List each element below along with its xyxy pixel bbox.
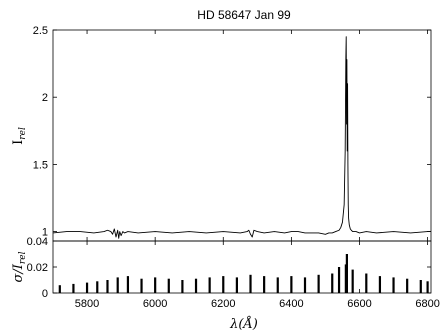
noise-y-tick-label: 0.04: [27, 236, 48, 248]
noise-y-label-subscript: rel: [18, 251, 28, 264]
noise-y-axis-label: σ/Irel: [11, 251, 28, 282]
intensity-y-ticks: 1 1.5 2 2.5: [33, 25, 431, 239]
noise-x-tick-label: 6400: [279, 298, 303, 310]
noise-panel: 0 0.02 0.04 5800 6000 6200 6400 6600 6800: [27, 236, 440, 310]
noise-y-tick-label: 0.02: [27, 262, 48, 274]
noise-panel-frame: [52, 240, 432, 294]
intensity-y-tick-label: 1.5: [33, 159, 48, 171]
intensity-y-axis-label: Irel: [11, 127, 28, 145]
noise-x-tick-label: 6200: [211, 298, 235, 310]
noise-x-tick-label: 5800: [75, 298, 99, 310]
noise-x-ticks: 5800 6000 6200 6400 6600 6800: [75, 241, 440, 310]
intensity-series-line: [52, 36, 431, 239]
intensity-y-tick-label: 2.5: [33, 25, 48, 37]
intensity-y-label-subscript: rel: [18, 127, 28, 140]
noise-x-tick-label: 6000: [143, 298, 167, 310]
x-axis-label: λ(Å): [229, 316, 258, 332]
intensity-panel: 1 1.5 2 2.5: [33, 25, 432, 242]
noise-series-bars: [58, 254, 429, 293]
intensity-y-tick-label: 2: [42, 92, 48, 104]
intensity-x-ticks: [86, 30, 428, 241]
noise-y-tick-label: 0: [42, 288, 48, 300]
noise-y-ticks: 0 0.02 0.04: [27, 236, 431, 300]
noise-x-tick-label: 6800: [415, 298, 439, 310]
intensity-panel-frame: [52, 29, 432, 242]
intensity-y-tick-label: 1: [42, 227, 48, 239]
intensity-y-label-main: I: [11, 140, 26, 145]
noise-x-tick-label: 6600: [347, 298, 371, 310]
noise-y-label-main: σ/I: [11, 263, 26, 282]
chart-title: HD 58647 Jan 99: [197, 8, 291, 22]
